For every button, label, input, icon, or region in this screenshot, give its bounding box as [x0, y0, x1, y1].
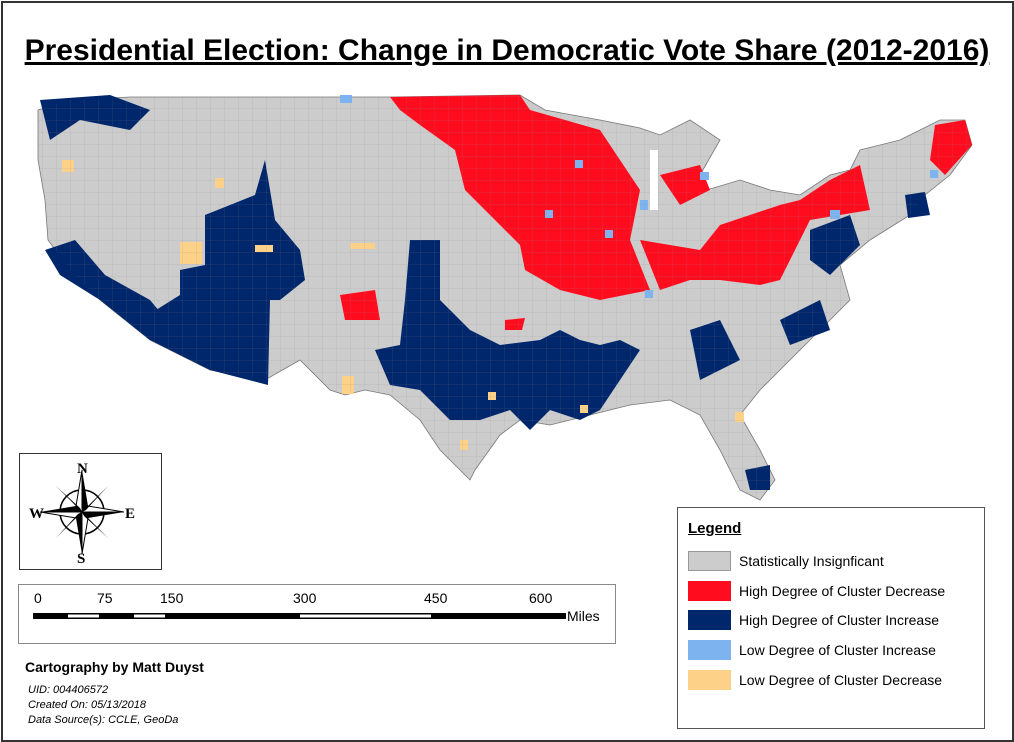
cartography-credit: Cartography by Matt Duyst: [25, 659, 204, 675]
scale-tick-label: 0: [34, 590, 42, 606]
legend-swatch: [688, 640, 731, 660]
legend-label: Low Degree of Cluster Decrease: [739, 672, 943, 688]
scale-bar: 0 75 150 300 450 600 Miles: [18, 584, 616, 644]
compass-s: S: [77, 551, 85, 567]
compass-n: N: [77, 461, 88, 477]
legend-label: Low Degree of Cluster Increase: [739, 642, 936, 658]
compass-w: W: [29, 506, 44, 522]
legend-title: Legend: [688, 520, 742, 537]
scale-tick-label: 300: [293, 590, 317, 606]
scale-tick-label: 450: [424, 590, 448, 606]
legend-label: High Degree of Cluster Increase: [739, 612, 939, 628]
county-boundaries: [38, 95, 972, 500]
legend-swatch: [688, 670, 731, 690]
scale-tick-label: 600: [529, 590, 553, 606]
compass-e: E: [125, 506, 135, 522]
lake-michigan: [650, 150, 658, 210]
legend-item-high-decrease: High Degree of Cluster Decrease: [688, 580, 945, 602]
north-arrow: N S W E: [19, 453, 162, 570]
legend: Legend Statistically Insignficant High D…: [677, 507, 985, 729]
legend-swatch: [688, 551, 731, 571]
legend-item-insignificant: Statistically Insignficant: [688, 550, 884, 572]
data-source: Data Source(s): CCLE, GeoDa: [28, 714, 179, 726]
scale-bar-graphic: [33, 613, 566, 619]
scale-unit: Miles: [567, 608, 600, 624]
legend-item-high-increase: High Degree of Cluster Increase: [688, 609, 939, 631]
created-date: Created On: 05/13/2018: [28, 699, 147, 711]
legend-swatch: [688, 610, 731, 630]
compass-rose-icon: N S W E: [29, 461, 135, 567]
legend-swatch: [688, 581, 731, 601]
legend-item-low-increase: Low Degree of Cluster Increase: [688, 639, 936, 661]
legend-label: High Degree of Cluster Decrease: [739, 583, 946, 599]
uid-text: UID: 004406572: [28, 684, 109, 696]
scale-tick-label: 150: [160, 590, 184, 606]
legend-label: Statistically Insignficant: [739, 553, 884, 569]
legend-item-low-decrease: Low Degree of Cluster Decrease: [688, 669, 942, 691]
scale-tick-label: 75: [97, 590, 113, 606]
map-title: Presidential Election: Change in Democra…: [24, 34, 990, 67]
